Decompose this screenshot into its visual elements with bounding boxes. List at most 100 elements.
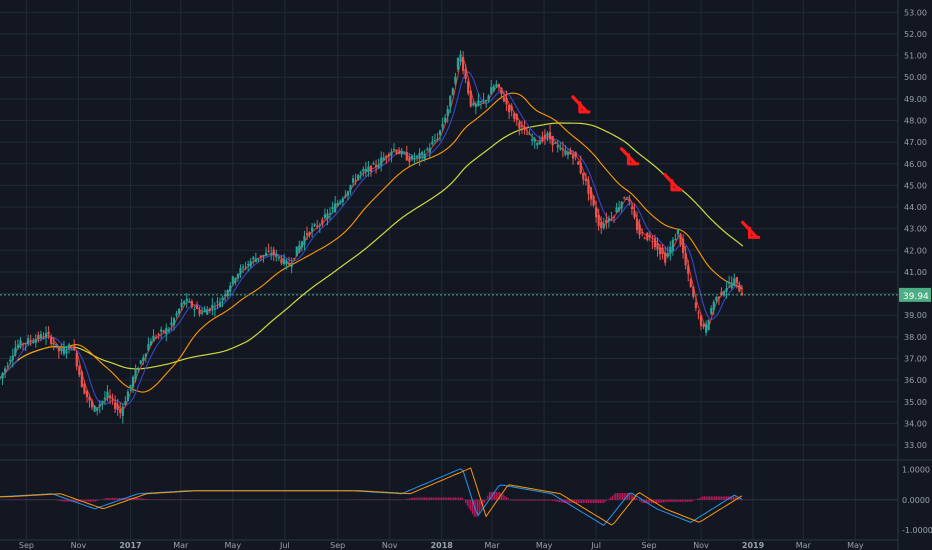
candle-down (689, 279, 692, 288)
candle-up (403, 152, 406, 154)
candle-up (421, 152, 424, 155)
candle-up (454, 76, 457, 84)
candle-down (505, 97, 508, 105)
candle-up (142, 357, 145, 362)
candle-down (635, 218, 639, 230)
candle-down (208, 308, 211, 311)
time-tick-label: Sep (641, 541, 656, 550)
candle-up (351, 178, 355, 183)
candle-up (226, 290, 229, 297)
candle-down (551, 136, 554, 146)
down-arrow-icon (663, 173, 683, 192)
candle-up (492, 86, 495, 92)
candle-up (441, 123, 444, 128)
candle-up (444, 117, 447, 123)
candle-down (408, 157, 411, 162)
candle-up (172, 318, 176, 326)
candle-down (461, 56, 465, 71)
candle-up (554, 142, 557, 144)
candle-down (738, 287, 741, 292)
candle-down (720, 291, 723, 295)
time-tick-label: 2019 (742, 541, 765, 550)
candle-up (349, 185, 352, 191)
candle-up (70, 349, 73, 351)
candle-up (346, 191, 350, 196)
candle-up (24, 343, 27, 345)
candle-up (16, 344, 20, 348)
candle-up (418, 153, 421, 159)
candle-up (257, 258, 260, 260)
last-price-badge (899, 287, 931, 302)
candle-down (574, 151, 577, 157)
price-tick-label: 38.00 (904, 333, 927, 342)
candle-down (321, 219, 324, 225)
candle-up (121, 406, 124, 416)
candle-down (405, 152, 408, 161)
candle-down (641, 231, 644, 233)
candle-down (195, 305, 199, 309)
price-tick-label: 41.00 (904, 268, 927, 277)
candle-down (369, 165, 373, 172)
candle-up (96, 407, 99, 411)
candle-up (224, 295, 227, 297)
candle-down (57, 346, 60, 352)
candle-down (37, 334, 40, 339)
time-tick-label: Sep (19, 541, 34, 550)
candle-up (436, 139, 439, 141)
candle-up (160, 329, 163, 332)
candle-up (715, 296, 718, 301)
candle-down (85, 390, 89, 398)
candle-up (9, 360, 12, 362)
candle-up (65, 351, 68, 354)
candle-up (362, 169, 365, 172)
candle-up (423, 154, 426, 160)
candle-up (180, 302, 183, 307)
candle-up (254, 258, 257, 262)
price-tick-label: 43.00 (904, 225, 927, 234)
candle-down (648, 235, 651, 238)
candle-up (32, 341, 35, 344)
ma-50-line (0, 92, 744, 393)
time-tick-label: Nov (693, 541, 709, 550)
candle-down (515, 114, 518, 121)
candle-up (213, 308, 217, 310)
candle-up (495, 84, 498, 87)
price-tick-label: 51.00 (904, 52, 927, 61)
candle-down (374, 164, 378, 167)
candle-up (730, 282, 733, 289)
candle-up (44, 332, 48, 338)
candle-up (536, 142, 539, 146)
candle-up (313, 224, 316, 226)
candle-up (367, 166, 370, 172)
candle-up (607, 218, 611, 222)
candle-up (144, 353, 147, 357)
candle-up (39, 334, 43, 339)
candle-down (577, 161, 580, 165)
candle-up (669, 246, 672, 254)
candle-up (177, 308, 181, 314)
candle-down (518, 122, 521, 129)
candle-up (206, 309, 209, 315)
candle-up (359, 172, 362, 174)
candle-down (587, 179, 590, 194)
time-tick-label: Mar (173, 541, 189, 550)
price-tick-label: 39.00 (904, 311, 927, 320)
candle-up (528, 133, 531, 135)
candle-down (88, 396, 91, 401)
candle-down (633, 210, 636, 218)
candle-up (234, 278, 237, 283)
candle-up (19, 340, 22, 348)
candle-up (55, 343, 58, 346)
candle-up (282, 258, 286, 265)
price-tick-label: 45.00 (904, 181, 927, 190)
candle-up (326, 213, 329, 220)
candle-down (600, 222, 603, 229)
candle-up (339, 201, 342, 204)
candle-down (398, 151, 401, 155)
candle-down (73, 345, 76, 351)
candle-down (502, 97, 506, 102)
candle-up (674, 238, 677, 241)
candle-down (584, 179, 587, 182)
